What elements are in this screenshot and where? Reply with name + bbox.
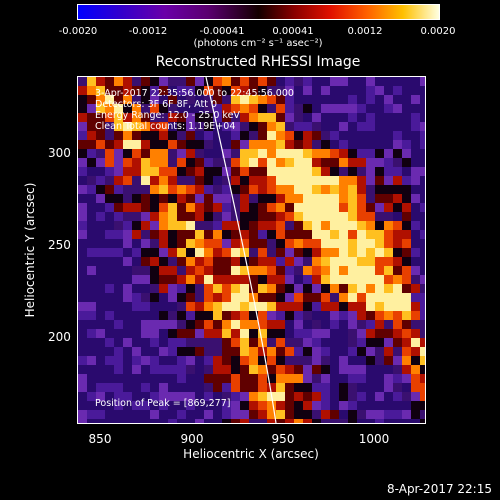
y-tick: 250 <box>48 238 71 252</box>
y-tick: 300 <box>48 146 71 160</box>
x-tick: 900 <box>180 432 204 446</box>
rhessi-image <box>77 76 426 424</box>
colorbar-unit: (photons cm⁻² s⁻¹ asec⁻²) <box>193 38 323 49</box>
colorbar-tick: -0.00041 <box>199 26 245 37</box>
x-tick: 950 <box>271 432 295 446</box>
timestamp: 8-Apr-2017 22:15 <box>387 482 492 496</box>
info-clean: Clean Total counts: 1.19E+04 <box>95 121 236 132</box>
colorbar-tick: -0.0020 <box>58 26 98 37</box>
solar-limb-line <box>205 77 277 423</box>
colorbar-tick: -0.0012 <box>128 26 168 37</box>
x-axis-label: Heliocentric X (arcsec) <box>183 447 319 461</box>
info-time: 3-Apr-2017 22:35:56.000 to 22:45:56.000 <box>95 88 294 99</box>
x-tick: 1000 <box>358 432 390 446</box>
y-axis-label: Heliocentric Y (arcsec) <box>23 182 37 318</box>
y-tick: 200 <box>48 330 71 344</box>
peak-position: Position of Peak = [869,277] <box>95 398 231 409</box>
colorbar-tick: 0.00041 <box>272 26 314 37</box>
info-detectors: Detectors: 3F 6F 8F, Att 0 <box>95 99 218 110</box>
colorbar-tick: 0.0020 <box>420 26 456 37</box>
colorbar-tick: 0.0012 <box>347 26 383 37</box>
image-title: Reconstructed RHESSI Image <box>155 54 361 70</box>
info-energy: Energy Range: 12.0 - 25.0 keV <box>95 110 240 121</box>
colorbar <box>77 4 440 20</box>
x-tick: 850 <box>88 432 112 446</box>
image-canvas <box>78 77 425 423</box>
